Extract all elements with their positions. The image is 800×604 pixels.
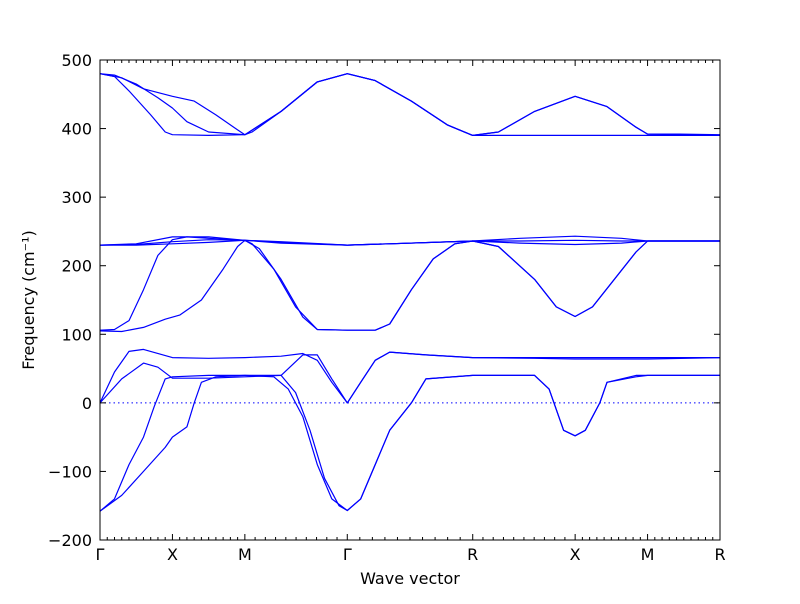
phonon-branch-6 bbox=[100, 239, 720, 246]
y-tick-label: −100 bbox=[48, 462, 92, 481]
phonon-branch-7 bbox=[99, 236, 720, 331]
y-tick-label: −200 bbox=[48, 531, 92, 550]
phonon-branch-8 bbox=[99, 239, 720, 333]
x-tick-label: R bbox=[467, 545, 478, 564]
x-tick-label: X bbox=[167, 545, 178, 564]
phonon-branch-12 bbox=[99, 374, 720, 512]
x-axis-label: Wave vector bbox=[360, 569, 460, 588]
x-tick-label: Γ bbox=[343, 545, 352, 564]
y-tick-label: 300 bbox=[61, 188, 92, 207]
phonon-branch-2 bbox=[99, 73, 720, 136]
plot-frame bbox=[99, 59, 721, 541]
x-tick-label: M bbox=[641, 545, 655, 564]
phonon-branch-11 bbox=[99, 374, 720, 512]
y-axis-label: Frequency (cm⁻¹) bbox=[19, 230, 38, 369]
y-tick-label: 0 bbox=[82, 394, 92, 413]
phonon-branch-10 bbox=[99, 351, 720, 404]
x-tick-label: R bbox=[714, 545, 725, 564]
phonon-branch-1 bbox=[99, 73, 721, 136]
x-tick-label: X bbox=[570, 545, 581, 564]
phonon-branch-3 bbox=[99, 73, 721, 136]
y-tick-label: 400 bbox=[61, 120, 92, 139]
y-tick-label: 100 bbox=[61, 325, 92, 344]
y-tick-label: 500 bbox=[61, 51, 92, 70]
x-tick-label: Γ bbox=[96, 545, 105, 564]
x-tick-label: M bbox=[238, 545, 252, 564]
y-tick-label: 200 bbox=[61, 257, 92, 276]
